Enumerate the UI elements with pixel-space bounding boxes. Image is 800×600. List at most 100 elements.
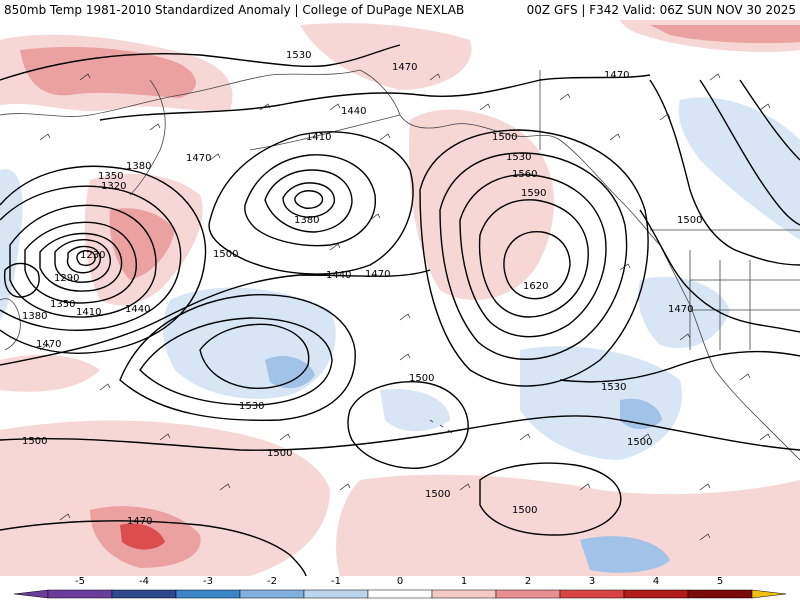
colorbar: -5 -4 -3 -2 -1 0 1 2 3 4 5: [0, 576, 800, 600]
contour-label: 1500: [492, 132, 517, 143]
colorbar-swatch: [495, 589, 561, 599]
model-run-info: 00Z GFS | F342 Valid: 06Z SUN NOV 30 202…: [526, 3, 796, 17]
warm-anomaly-northwest-core: [20, 47, 197, 98]
colorbar-tick: -2: [267, 576, 277, 587]
colorbar-swatch: [303, 589, 369, 599]
contour-1500-south: [0, 415, 800, 451]
alaska-coast: [359, 69, 661, 246]
contour-label: 1380: [294, 215, 319, 226]
wind-barbs: [39, 73, 771, 541]
height-contours: [0, 44, 800, 576]
warm-anomaly-west-strip: [0, 354, 100, 392]
contour-label: 1500: [213, 249, 238, 260]
colorbar-tick: 4: [652, 576, 660, 587]
contour-label: 1530: [601, 382, 626, 393]
anomaly-shading: [0, 20, 800, 576]
contour-label: 1620: [523, 281, 548, 292]
coastlines: [0, 69, 800, 461]
title-bar: 850mb Temp 1981-2010 Standardized Anomal…: [0, 0, 800, 20]
contour-1500-west: [0, 269, 431, 366]
contour-label: 1470: [127, 516, 152, 527]
contour-label: 1440: [341, 106, 366, 117]
colorbar-swatch: [367, 589, 433, 599]
contour-1380-ring: [264, 169, 353, 233]
contour-label: 1410: [76, 307, 101, 318]
contour-label: 1380: [126, 161, 151, 172]
colorbar-swatch: [431, 589, 497, 599]
warm-anomaly-north-central: [300, 23, 472, 90]
warm-anomaly-northeast-core: [650, 25, 800, 44]
warm-anomaly-west-low-core: [109, 208, 175, 280]
contour-label: 1500: [512, 505, 537, 516]
contour-label: 1500: [677, 215, 702, 226]
kamchatka-coast: [129, 79, 166, 196]
north-america-west-coast: [659, 244, 800, 461]
colorbar-tick: 5: [716, 576, 724, 587]
contour-label: 1500: [267, 448, 292, 459]
canada-border: [539, 70, 800, 231]
contour-label: 1350: [98, 171, 123, 182]
contour-label: 1440: [125, 304, 150, 315]
colorbar-swatch: [559, 589, 625, 599]
contour-west-low-1290: [66, 245, 101, 274]
siberia-coast: [0, 69, 361, 117]
contour-1440-ring: [208, 131, 414, 275]
contour-north-1530: [0, 44, 401, 81]
contour-east-1470: [649, 79, 800, 266]
contour-1470-south: [0, 520, 307, 576]
contour-1530-east-south: [559, 350, 800, 383]
cool-anomaly-west-tropics: [380, 389, 450, 432]
contour-label: 1440: [326, 270, 351, 281]
colorbar-tick-labels: -5 -4 -3 -2 -1 0 1 2 3 4 5: [0, 576, 800, 588]
contour-label: 1530: [239, 401, 264, 412]
contour-label: 1470: [604, 70, 629, 81]
contour-1560-central: [199, 323, 310, 389]
contour-label: 1560: [512, 169, 537, 180]
colorbar-swatch: [111, 589, 177, 599]
contour-label: 1470: [186, 153, 211, 164]
contour-west-low-1470: [0, 165, 207, 354]
colorbar-swatch: [175, 589, 241, 599]
colorbar-tick: 2: [524, 576, 532, 587]
map-title: 850mb Temp 1981-2010 Standardized Anomal…: [4, 3, 465, 17]
contour-low-center-2: [294, 190, 324, 209]
warm-anomaly-south-strong: [120, 523, 165, 550]
contour-1500-southeast-loop: [347, 381, 469, 469]
cool-anomaly-south-east: [580, 536, 670, 573]
contour-1530-central: [139, 317, 333, 406]
contour-label: 1470: [668, 304, 693, 315]
contour-west-secondary: [3, 262, 40, 298]
contour-label: 1470: [365, 269, 390, 280]
colorbar-scale: [13, 589, 787, 599]
contour-ridge-1560: [459, 174, 607, 338]
colorbar-swatch: [623, 589, 689, 599]
contour-west-low-1380: [24, 221, 137, 304]
contour-label: 1290: [54, 273, 79, 284]
contour-north-1470: [99, 74, 651, 121]
colorbar-tick: 1: [460, 576, 468, 587]
contour-east-1410: [739, 79, 800, 161]
contour-low-center-1: [282, 182, 335, 218]
contour-east-1440: [699, 79, 800, 226]
contour-west-low-1350: [39, 232, 123, 292]
contour-1410-ring: [244, 154, 376, 247]
contour-label: 1410: [306, 132, 331, 143]
contour-label: 1500: [425, 489, 450, 500]
cool-anomaly-canada: [678, 97, 800, 240]
cool-anomaly-east-pacific: [520, 346, 682, 460]
contour-label: 1500: [22, 436, 47, 447]
contour-ridge-1620: [503, 231, 571, 300]
contour-label: 1530: [286, 50, 311, 61]
contour-west-low-1320: [54, 239, 111, 283]
contour-label: 1590: [521, 188, 546, 199]
contour-label: 1530: [506, 152, 531, 163]
contour-label: 1320: [101, 181, 126, 192]
warm-anomaly-south-belt: [0, 420, 330, 576]
colorbar-tick: 3: [588, 576, 596, 587]
contour-label: 1470: [36, 339, 61, 350]
anomaly-map: 1530 1470 1470 1410 1440 1470 1380 1350 …: [0, 20, 800, 576]
colorbar-swatch: [47, 589, 113, 599]
contour-labels: 1530 1470 1470 1410 1440 1470 1380 1350 …: [22, 50, 702, 527]
contour-ridge-1590: [478, 199, 589, 318]
contour-ridge-1500: [419, 129, 649, 387]
